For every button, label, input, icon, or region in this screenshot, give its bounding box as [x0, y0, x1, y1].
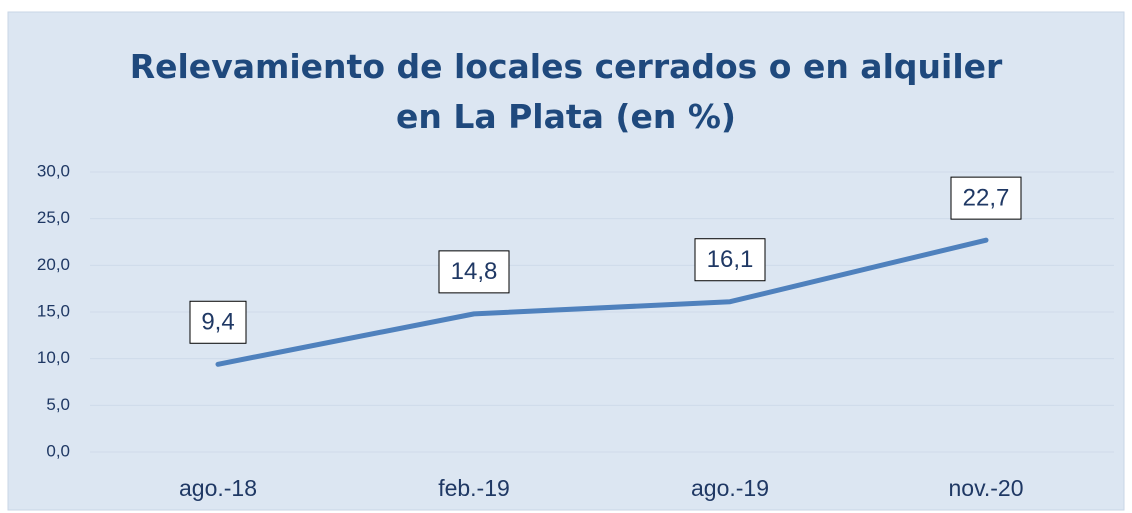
y-tick-label: 30,0 [37, 161, 70, 180]
data-label: 16,1 [707, 246, 754, 273]
y-tick-label: 15,0 [37, 301, 70, 320]
data-label-box [694, 238, 766, 282]
x-tick-label: ago.-19 [691, 475, 769, 501]
data-label-box [189, 300, 247, 344]
y-tick-label: 0,0 [46, 441, 70, 460]
x-tick-label: nov.-20 [948, 475, 1023, 501]
line [215, 237, 989, 367]
data-label-box [438, 250, 510, 294]
y-tick-label: 25,0 [37, 208, 70, 227]
x-tick-label: ago.-18 [179, 475, 257, 501]
y-tick-label: 5,0 [46, 395, 70, 414]
data-label: 14,8 [451, 258, 498, 285]
x-tick-label: feb.-19 [438, 475, 510, 501]
chart-background [7, 11, 1125, 511]
chart-title: Relevamiento de locales cerrados o en al… [129, 47, 1003, 136]
data-label-box [950, 176, 1022, 220]
data-label: 22,7 [963, 184, 1010, 211]
data-label: 9,4 [201, 309, 234, 336]
y-tick-label: 10,0 [37, 348, 70, 367]
y-tick-label: 20,0 [37, 255, 70, 274]
